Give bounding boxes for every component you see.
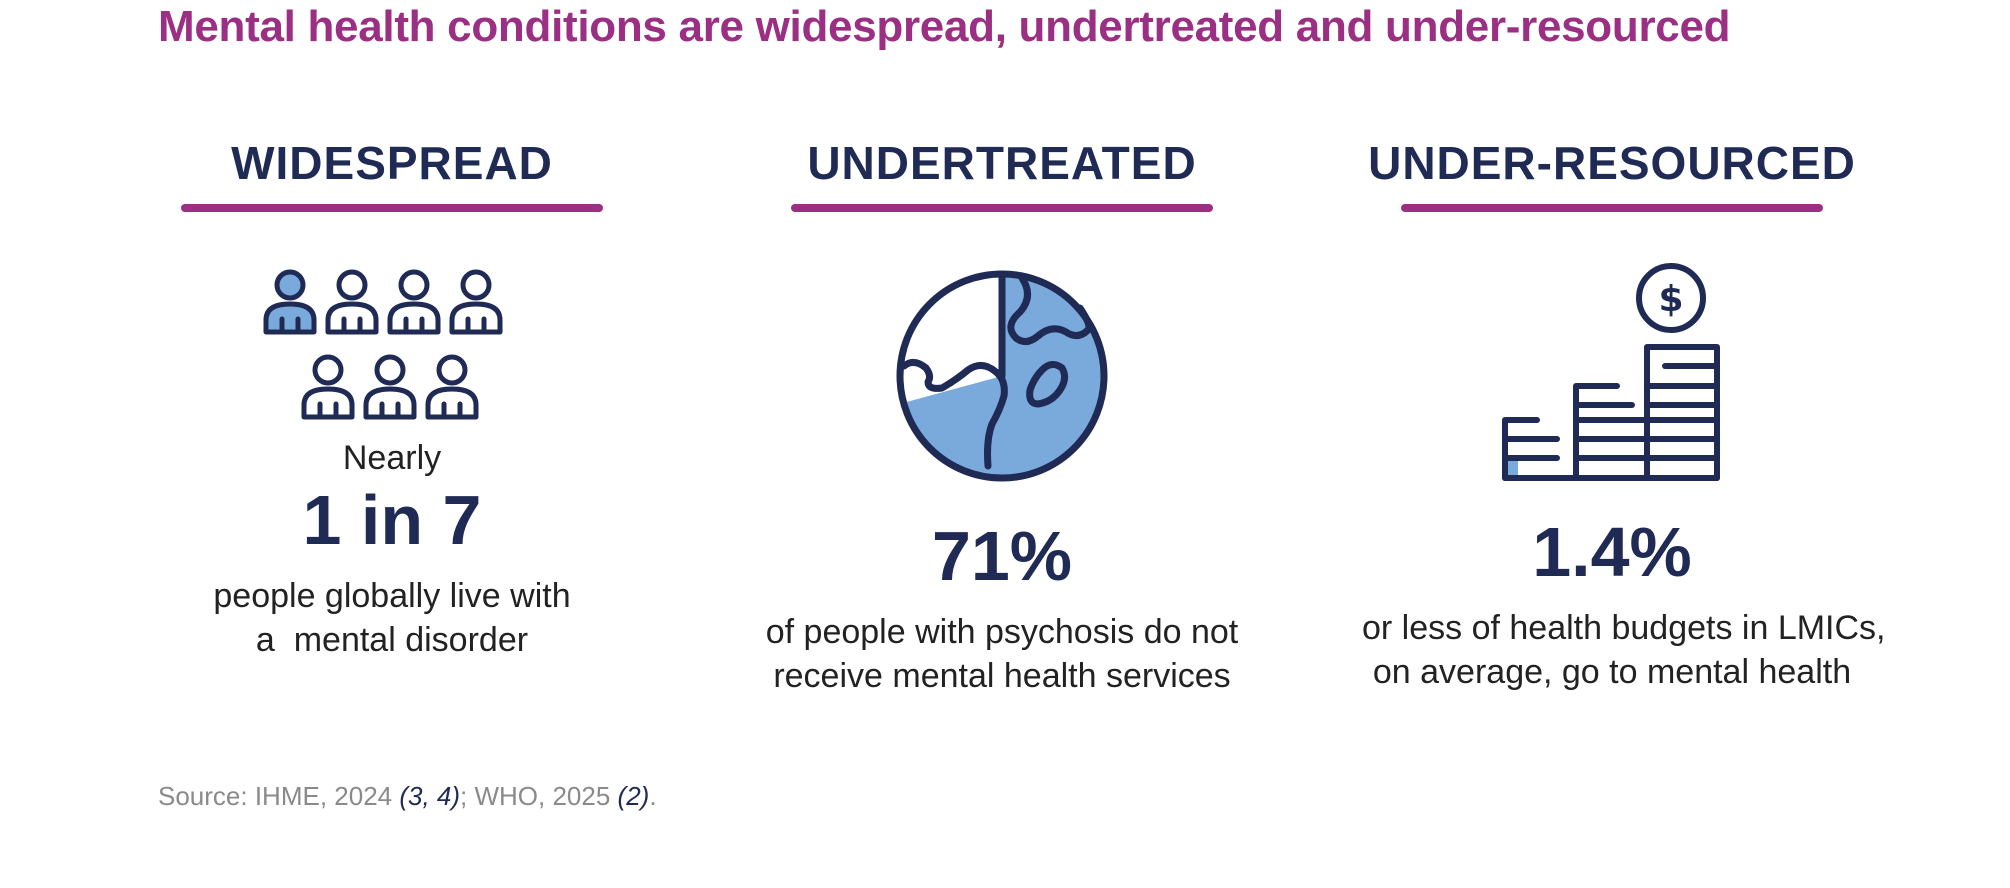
description-line: of people with psychosis do not [765,613,1239,651]
stat-prefix: Nearly [342,439,442,477]
heading-underline [1401,204,1823,212]
stat-widespread: 1 in 7 [302,481,482,559]
description-line: a mental disorder [255,621,529,659]
page-title: Mental health conditions are widespread,… [158,2,1731,51]
coin-stack-icon: $ [1502,263,1720,481]
description-line: receive mental health services [773,657,1231,695]
heading-undertreated: UNDERTREATED [807,137,1197,189]
dollar-sign-icon: $ [1658,279,1683,320]
heading-underline [181,204,603,212]
column-undertreated: UNDERTREATED 71% of people with psychosi… [752,128,1252,698]
description-widespread: people globally live with a mental disor… [142,574,642,662]
column-widespread: WIDESPREAD N [142,128,642,662]
stat-under-resourced: 1.4% [1532,513,1692,591]
description-line: or less of health budgets in LMICs, [1362,609,1886,647]
globe-icon [896,270,1108,482]
description-under-resourced: or less of health budgets in LMICs, on a… [1362,606,1886,694]
description-line: on average, go to mental health [1372,653,1852,691]
people-group-icon [263,269,503,420]
source-note: Source: IHME, 2024 (3, 4); WHO, 2025 (2)… [158,781,657,812]
description-undertreated: of people with psychosis do not receive … [752,610,1252,698]
source-prefix: Source: IHME, 2024 [158,781,400,811]
heading-widespread: WIDESPREAD [231,137,553,189]
source-suffix: . [649,781,657,811]
heading-under-resourced: UNDER-RESOURCED [1368,137,1856,189]
source-citation[interactable]: (3, 4) [399,781,461,811]
source-middle: ; WHO, 2025 [460,781,618,811]
column-under-resourced: UNDER-RESOURCED $ 1 [1362,128,1886,694]
heading-underline [791,204,1213,212]
source-citation[interactable]: (2) [617,781,650,811]
description-line: people globally live with [213,577,571,615]
stat-undertreated: 71% [931,517,1073,595]
